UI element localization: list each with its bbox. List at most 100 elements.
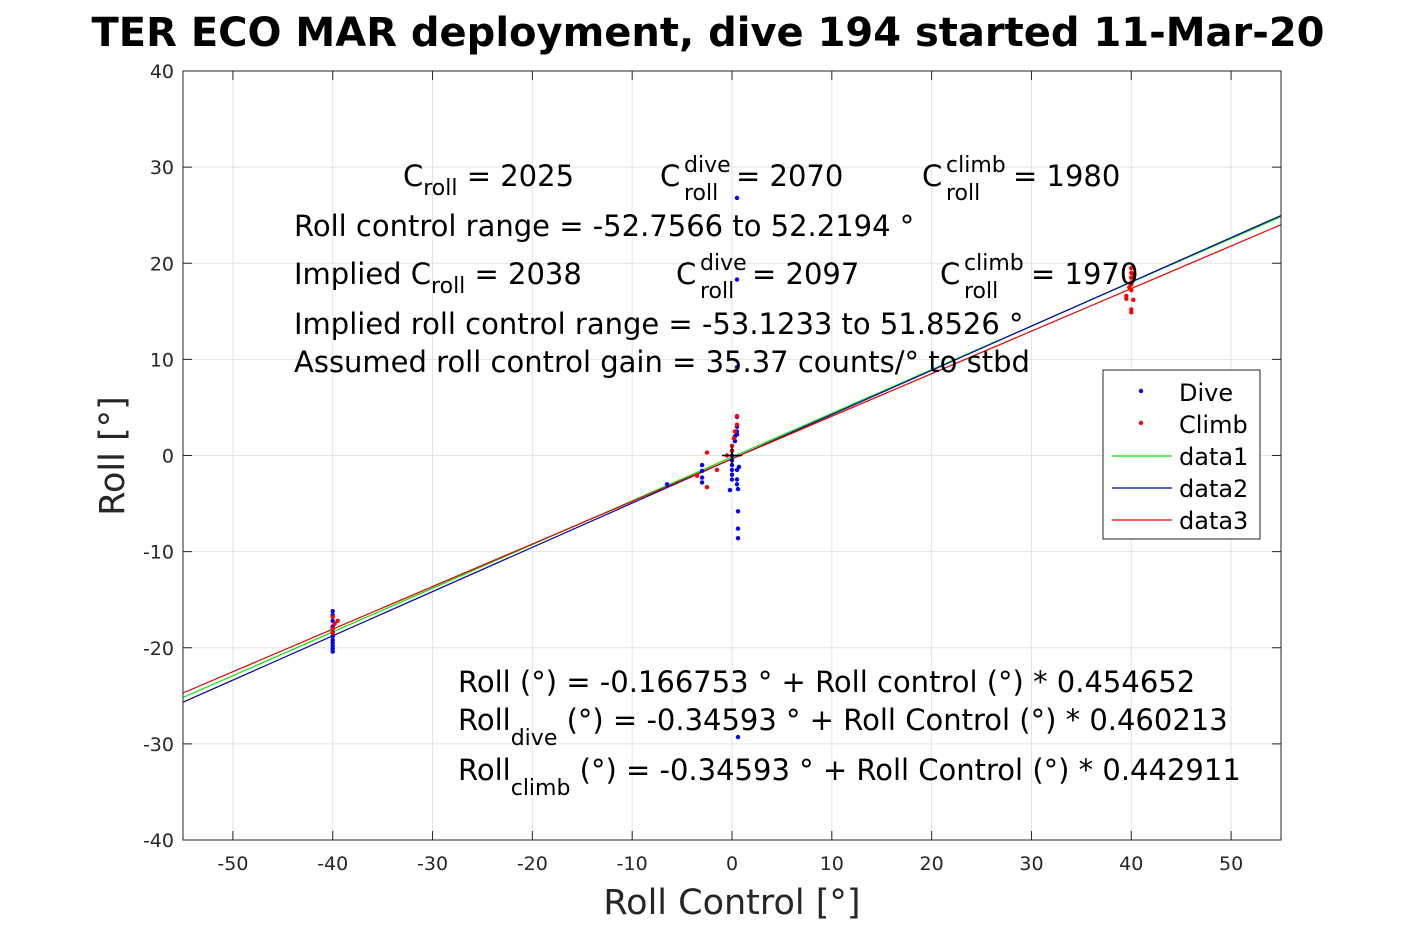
y-axis-label: Roll [°] <box>93 396 133 516</box>
point-dive <box>734 477 740 482</box>
y-tick-label: 0 <box>162 446 174 468</box>
point-climb <box>731 436 737 441</box>
point-climb <box>704 485 710 490</box>
point-dive <box>735 734 741 740</box>
point-climb <box>734 413 740 419</box>
legend-label: data2 <box>1179 475 1248 503</box>
annotation-implied-c-roll: Implied Croll = 2038 <box>294 257 582 299</box>
c-climb-base: C <box>922 159 942 193</box>
point-dive <box>699 480 705 485</box>
annotation-top: Croll = 2025 C dive roll = 2070 C climb … <box>294 153 1138 379</box>
point-dive <box>699 462 705 468</box>
point-climb <box>330 614 335 620</box>
point-climb <box>1129 282 1134 287</box>
point-dive <box>330 609 335 614</box>
point-climb <box>732 429 738 434</box>
data-points <box>330 195 1137 740</box>
implied-climb-sup: climb <box>964 251 1024 276</box>
point-climb <box>704 450 710 455</box>
fit-climb-base: Roll <box>458 753 511 787</box>
annotation-c-climb: C <box>922 159 942 193</box>
point-dive <box>729 477 735 482</box>
x-tick-label: -10 <box>617 853 648 875</box>
point-dive <box>699 475 705 480</box>
x-tick-label: 50 <box>1219 853 1243 875</box>
x-tick-label: 40 <box>1119 853 1143 875</box>
x-tick-label: 30 <box>1019 853 1043 875</box>
point-climb <box>330 626 335 631</box>
point-dive <box>734 277 740 282</box>
x-tick-label: 20 <box>920 853 944 875</box>
implied-sub: roll <box>431 274 465 299</box>
point-dive <box>734 482 740 487</box>
point-dive <box>735 526 741 531</box>
fit-equation-all: Roll (°) = -0.166753 ° + Roll control (°… <box>458 665 1195 699</box>
fit-equation-dive: Rolldive (°) = -0.34593 ° + Roll Control… <box>458 703 1228 751</box>
point-climb <box>1131 297 1136 302</box>
implied-climb-value: = 1970 <box>1031 257 1138 291</box>
point-climb <box>694 473 700 478</box>
point-climb <box>330 631 335 636</box>
point-climb <box>1132 272 1137 277</box>
x-tick-label: 10 <box>820 853 844 875</box>
annotation-gain: Assumed roll control gain = 35.37 counts… <box>294 345 1030 379</box>
legend: Dive Climb data1 data2 data3 <box>1102 369 1261 540</box>
legend-label: Climb <box>1179 411 1248 439</box>
legend-marker-climb <box>1138 420 1144 426</box>
point-climb <box>335 618 340 623</box>
annotation-implied-range: Implied roll control range = -53.1233 to… <box>294 307 1024 341</box>
fit-dive-sub: dive <box>511 726 558 751</box>
c-roll-sub: roll <box>423 176 457 201</box>
implied-climb-base: C <box>940 257 960 291</box>
y-tick-label: -30 <box>143 734 174 756</box>
point-climb <box>1129 265 1134 271</box>
x-tick-label: -50 <box>217 853 248 875</box>
annotation-roll-control-range: Roll control range = -52.7566 to 52.2194… <box>294 209 914 243</box>
point-dive <box>664 482 670 487</box>
y-tick-label: 20 <box>150 253 174 275</box>
y-tick-label: 40 <box>150 61 174 83</box>
c-dive-value: = 2070 <box>736 159 843 193</box>
c-climb-sup: climb <box>946 153 1006 178</box>
point-climb <box>332 621 337 626</box>
legend-label: data1 <box>1179 443 1248 471</box>
x-axis-label: Roll Control [°] <box>603 883 860 923</box>
y-tick-label: 10 <box>150 349 174 371</box>
annotation-fits: Roll (°) = -0.166753 ° + Roll control (°… <box>458 665 1241 801</box>
annotation-c-dive: C <box>660 159 680 193</box>
legend-label: Dive <box>1179 379 1233 407</box>
implied-dive-value: = 2097 <box>752 257 859 291</box>
c-dive-base: C <box>660 159 680 193</box>
c-dive-sup: dive <box>684 153 731 178</box>
x-tick-label: -40 <box>317 853 348 875</box>
c-roll-base: C <box>403 159 423 193</box>
point-dive <box>734 195 740 201</box>
point-climb <box>1129 288 1134 293</box>
legend-box <box>1102 369 1261 540</box>
point-climb <box>1124 293 1129 299</box>
y-tick-label: -10 <box>143 542 174 564</box>
implied-base: Implied C <box>294 257 431 291</box>
point-climb <box>1129 310 1134 315</box>
c-climb-value: = 1980 <box>1013 159 1120 193</box>
x-tick-label: 0 <box>726 853 738 875</box>
fit-equation-climb: Rollclimb (°) = -0.34593 ° + Roll Contro… <box>458 753 1241 801</box>
point-climb <box>734 422 740 427</box>
x-tick-label: -20 <box>517 853 548 875</box>
fit-dive-rest: (°) = -0.34593 ° + Roll Control (°) * 0.… <box>557 703 1227 737</box>
implied-dive-sub: roll <box>700 279 734 304</box>
point-dive <box>330 649 335 654</box>
point-dive <box>735 486 741 492</box>
y-tick-label: 30 <box>150 157 174 179</box>
chart-title: TER ECO MAR deployment, dive 194 started… <box>91 10 1324 56</box>
implied-dive-sup: dive <box>700 251 747 276</box>
c-roll-value: = 2025 <box>458 159 575 193</box>
fit-climb-rest: (°) = -0.34593 ° + Roll Control (°) * 0.… <box>570 753 1240 787</box>
point-climb <box>714 467 720 473</box>
legend-label: data3 <box>1179 507 1248 535</box>
point-dive <box>735 509 741 514</box>
annotation-implied-dive: C <box>676 257 696 291</box>
annotation-implied-climb: C <box>940 257 960 291</box>
point-dive <box>727 487 733 493</box>
